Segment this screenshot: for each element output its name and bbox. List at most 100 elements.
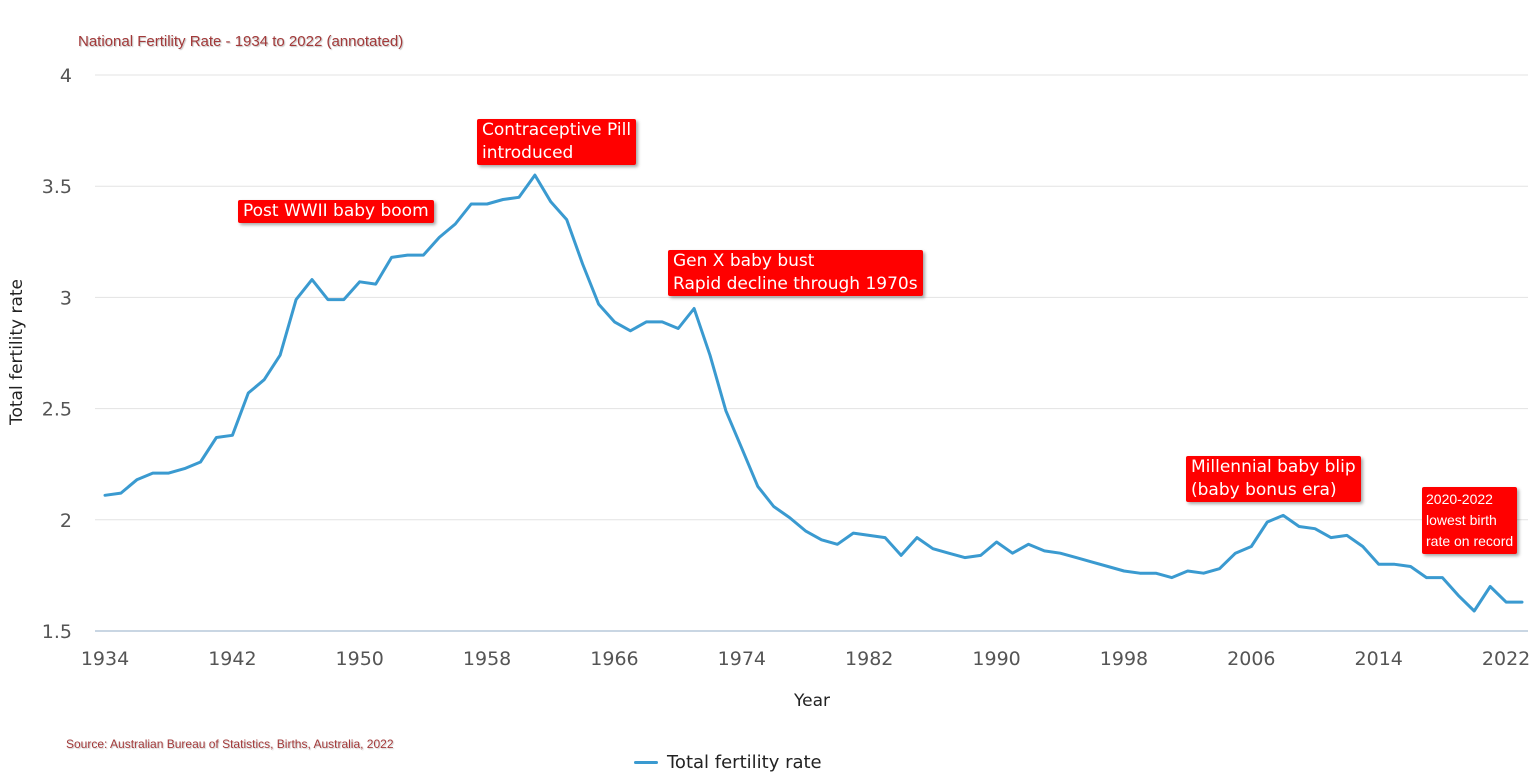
data-point[interactable] (338, 294, 350, 306)
data-point[interactable] (1070, 552, 1082, 564)
data-point[interactable] (433, 231, 445, 243)
data-point[interactable] (1261, 516, 1273, 528)
data-point[interactable] (1166, 572, 1178, 584)
data-point[interactable] (322, 294, 334, 306)
data-point[interactable] (975, 549, 987, 561)
data-point[interactable] (1054, 547, 1066, 559)
series-points (99, 169, 1528, 617)
data-point[interactable] (290, 294, 302, 306)
data-point[interactable] (1213, 563, 1225, 575)
data-point[interactable] (943, 547, 955, 559)
data-point[interactable] (1182, 565, 1194, 577)
legend[interactable]: Total fertility rate (634, 752, 822, 773)
data-point[interactable] (1293, 520, 1305, 532)
x-tick-label: 2006 (1227, 648, 1275, 670)
data-point[interactable] (195, 456, 207, 468)
y-axis-title: Total fertility rate (7, 279, 27, 426)
data-point[interactable] (497, 194, 509, 206)
data-point[interactable] (800, 525, 812, 537)
data-point[interactable] (481, 198, 493, 210)
data-point[interactable] (226, 429, 238, 441)
data-point[interactable] (879, 532, 891, 544)
data-point[interactable] (831, 538, 843, 550)
data-point[interactable] (1277, 509, 1289, 521)
data-point[interactable] (131, 474, 143, 486)
data-point[interactable] (959, 552, 971, 564)
data-point[interactable] (784, 512, 796, 524)
data-point[interactable] (1468, 605, 1480, 617)
data-point[interactable] (163, 467, 175, 479)
source-note: Source: Australian Bureau of Statistics,… (66, 737, 394, 751)
data-point[interactable] (449, 218, 461, 230)
data-point[interactable] (386, 251, 398, 263)
data-point[interactable] (991, 536, 1003, 548)
data-point[interactable] (752, 480, 764, 492)
annotation-post-wwii-baby-boom: Post WWII baby boom (238, 200, 434, 223)
data-point[interactable] (306, 274, 318, 286)
data-point[interactable] (1325, 532, 1337, 544)
data-point[interactable] (1229, 547, 1241, 559)
data-point[interactable] (274, 349, 286, 361)
data-point[interactable] (1007, 547, 1019, 559)
data-point[interactable] (720, 405, 732, 417)
data-point[interactable] (1373, 558, 1385, 570)
data-point[interactable] (417, 249, 429, 261)
data-point[interactable] (115, 487, 127, 499)
data-point[interactable] (561, 214, 573, 226)
data-point[interactable] (370, 278, 382, 290)
data-point[interactable] (1134, 567, 1146, 579)
annotation-contraceptive-pill: Contraceptive Pill introduced (477, 119, 637, 165)
data-point[interactable] (1420, 572, 1432, 584)
data-point[interactable] (672, 323, 684, 335)
data-point[interactable] (179, 463, 191, 475)
data-point[interactable] (927, 543, 939, 555)
data-point[interactable] (863, 529, 875, 541)
data-point[interactable] (1309, 523, 1321, 535)
data-point[interactable] (656, 316, 668, 328)
data-point[interactable] (210, 432, 222, 444)
data-point[interactable] (242, 387, 254, 399)
data-point[interactable] (1357, 540, 1369, 552)
data-point[interactable] (1389, 558, 1401, 570)
data-point[interactable] (1022, 538, 1034, 550)
data-point[interactable] (1102, 561, 1114, 573)
data-point[interactable] (513, 191, 525, 203)
data-point[interactable] (1086, 556, 1098, 568)
data-point[interactable] (147, 467, 159, 479)
data-point[interactable] (1436, 572, 1448, 584)
data-point[interactable] (354, 276, 366, 288)
data-point[interactable] (688, 303, 700, 315)
data-point[interactable] (911, 532, 923, 544)
data-point[interactable] (1405, 561, 1417, 573)
data-point[interactable] (847, 527, 859, 539)
data-point[interactable] (1198, 567, 1210, 579)
data-point[interactable] (1038, 545, 1050, 557)
x-tick-label: 2014 (1355, 648, 1403, 670)
x-tick-label: 1982 (845, 648, 893, 670)
data-point[interactable] (258, 374, 270, 386)
data-point[interactable] (1150, 567, 1162, 579)
data-point[interactable] (624, 325, 636, 337)
data-point[interactable] (402, 249, 414, 261)
data-point[interactable] (1500, 596, 1512, 608)
data-point[interactable] (465, 198, 477, 210)
data-point[interactable] (608, 316, 620, 328)
annotation-millennial-baby-blip: Millennial baby blip (baby bonus era) (1186, 456, 1361, 502)
data-point[interactable] (640, 316, 652, 328)
data-point[interactable] (1341, 529, 1353, 541)
data-point[interactable] (1516, 596, 1528, 608)
data-point[interactable] (545, 196, 557, 208)
data-point[interactable] (1245, 540, 1257, 552)
data-point[interactable] (99, 489, 111, 501)
data-point[interactable] (1452, 589, 1464, 601)
data-point[interactable] (529, 169, 541, 181)
data-point[interactable] (736, 443, 748, 455)
data-point[interactable] (1484, 581, 1496, 593)
data-point[interactable] (593, 298, 605, 310)
data-point[interactable] (815, 534, 827, 546)
data-point[interactable] (895, 549, 907, 561)
data-point[interactable] (1118, 565, 1130, 577)
data-point[interactable] (704, 349, 716, 361)
data-point[interactable] (577, 258, 589, 270)
data-point[interactable] (768, 500, 780, 512)
